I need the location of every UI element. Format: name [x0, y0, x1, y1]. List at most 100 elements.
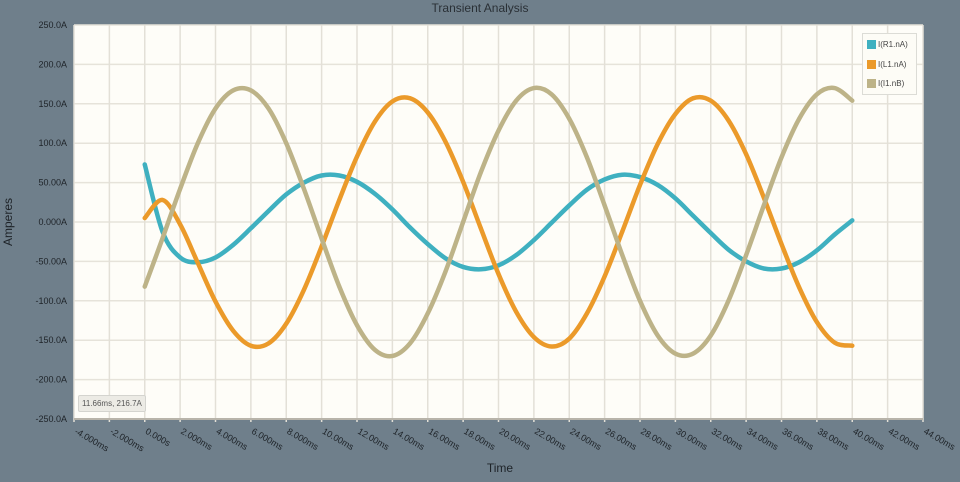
data-point [620, 253, 625, 258]
data-point [284, 141, 289, 146]
data-point [850, 218, 855, 223]
data-point [638, 182, 642, 187]
data-point [744, 152, 749, 157]
legend-item-i1[interactable]: I(I1.nB) [867, 78, 904, 88]
y-axis: 250.0A 200.0A 150.0A 100.0A 50.00A 0.000A -50.… [35, 20, 67, 424]
data-point [726, 298, 731, 303]
data-point [478, 170, 483, 175]
data-point [691, 351, 696, 356]
y-tick-label: -150.0A [35, 335, 67, 345]
data-point [355, 323, 359, 328]
data-point [142, 216, 147, 221]
data-point [301, 186, 306, 191]
data-point [832, 232, 837, 237]
x-tick-label: 26.00ms [604, 426, 639, 452]
data-point [443, 269, 448, 274]
legend-swatch [867, 78, 876, 88]
data-point [655, 141, 660, 146]
data-point [531, 238, 536, 243]
data-point [779, 266, 784, 271]
data-point [496, 128, 501, 133]
data-point [567, 116, 572, 121]
data-point [814, 92, 819, 97]
data-point [655, 333, 660, 338]
data-point [708, 98, 713, 103]
legend-item-l1[interactable]: I(L1.nA) [867, 59, 906, 69]
x-tick-label: 38.00ms [816, 426, 851, 452]
data-point [355, 179, 359, 184]
data-point [620, 229, 625, 234]
legend-label: I(R1.nA) [878, 39, 908, 49]
x-tick-label: -2.000ms [108, 426, 146, 454]
y-tick-label: 200.0A [38, 59, 67, 69]
data-point [319, 236, 324, 241]
x-tick-label: 20.00ms [498, 426, 533, 452]
y-tick-label: 50.00A [38, 178, 67, 188]
series-lines [142, 85, 855, 359]
x-tick-label: 18.00ms [462, 426, 497, 452]
data-point [461, 264, 466, 269]
data-point [708, 231, 713, 236]
data-point [195, 141, 200, 146]
data-point [337, 284, 342, 289]
data-point [567, 203, 572, 208]
data-point [584, 187, 589, 192]
data-point [779, 155, 784, 160]
data-point [673, 196, 678, 201]
data-point [142, 284, 147, 289]
x-tick-label: 28.00ms [639, 426, 674, 452]
x-tick-label: 16.00ms [427, 426, 462, 452]
data-point [266, 341, 271, 346]
data-point [319, 173, 324, 178]
data-point [372, 347, 377, 352]
y-tick-label: -250.0A [35, 414, 67, 424]
data-point [408, 96, 413, 101]
x-tick-label: 36.00ms [781, 426, 816, 452]
data-point [478, 226, 483, 231]
data-point [231, 328, 236, 333]
y-tick-label: -200.0A [35, 375, 67, 385]
data-point [195, 260, 200, 265]
data-point [779, 242, 784, 247]
data-point [160, 236, 165, 241]
data-point [231, 242, 236, 247]
x-tick-label: 24.00ms [568, 426, 603, 452]
data-point [301, 287, 306, 292]
x-tick-label: 8.000ms [285, 426, 320, 452]
data-point [443, 256, 448, 261]
data-point [797, 260, 802, 265]
data-point [761, 266, 766, 271]
data-point [142, 162, 147, 167]
legend-item-r1[interactable]: I(R1.nA) [867, 39, 908, 49]
data-point [266, 106, 271, 111]
data-point [390, 353, 395, 358]
x-tick-label: 6.000ms [250, 426, 285, 452]
data-point [337, 197, 342, 202]
data-point [708, 333, 713, 338]
x-tick-label: 22.00ms [533, 426, 568, 452]
data-point [814, 248, 819, 253]
data-point [178, 222, 183, 227]
data-point [832, 340, 837, 345]
data-point [178, 186, 183, 191]
data-point [425, 242, 430, 247]
data-point [443, 139, 448, 144]
data-point [761, 203, 766, 208]
y-tick-label: -50.00A [35, 256, 67, 266]
x-tick-label: 34.00ms [745, 426, 780, 452]
data-point [602, 177, 607, 182]
data-point [248, 343, 253, 348]
data-point [408, 341, 413, 346]
data-point [814, 320, 819, 325]
data-point [461, 179, 466, 184]
data-point [372, 119, 377, 124]
data-point [832, 86, 837, 91]
data-point [461, 220, 466, 224]
x-tick-label: -4.000ms [73, 426, 111, 454]
data-point [584, 311, 589, 316]
data-point [355, 154, 359, 159]
data-point [213, 255, 218, 260]
data-point [549, 344, 554, 349]
x-tick-label: 30.00ms [674, 426, 709, 452]
